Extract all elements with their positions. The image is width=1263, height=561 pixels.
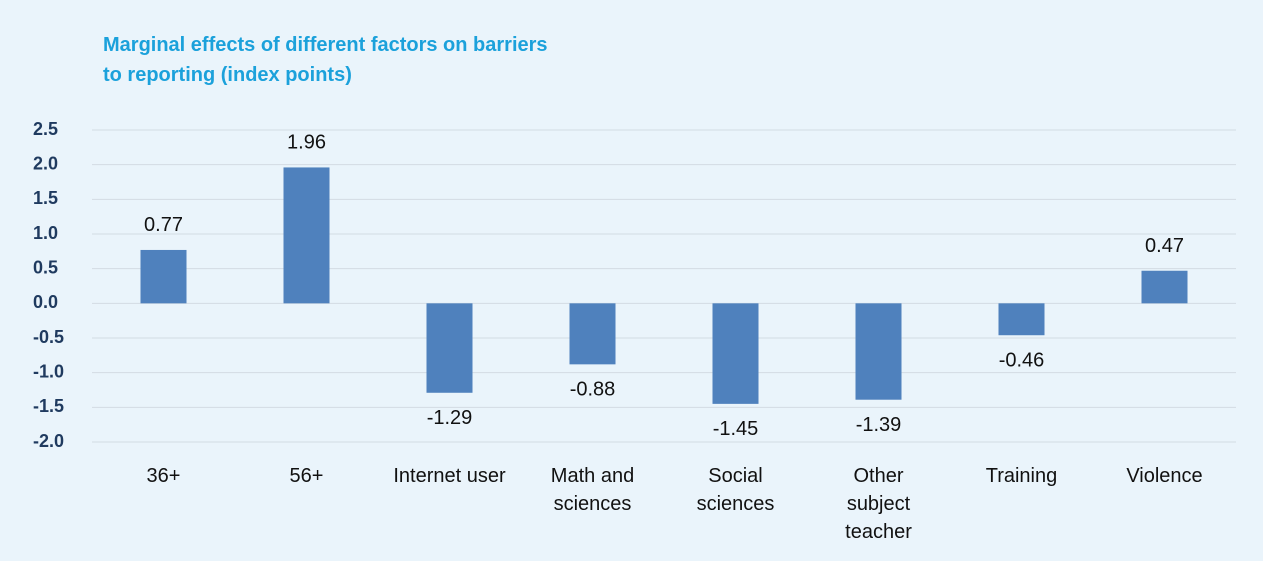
y-tick-label: 1.0	[33, 223, 58, 243]
data-label: -1.29	[427, 407, 473, 429]
data-label: -1.45	[713, 418, 759, 440]
bar	[1141, 270, 1188, 304]
y-tick-label: -1.5	[33, 396, 64, 416]
x-tick-label: Training	[985, 465, 1058, 487]
data-label: 0.77	[144, 214, 183, 236]
bar	[283, 167, 330, 304]
chart-title: Marginal effects of different factors on…	[103, 34, 548, 86]
data-label: -0.46	[999, 350, 1045, 372]
bar	[140, 249, 187, 304]
x-tick-label: 56+	[289, 465, 324, 487]
y-tick-label: 2.5	[33, 119, 58, 139]
data-label: 1.96	[287, 132, 326, 154]
data-label: 0.47	[1145, 235, 1184, 257]
data-label: -1.39	[856, 414, 902, 436]
x-tick-label: Other subject teacher	[845, 465, 912, 543]
y-tick-label: -1.0	[33, 361, 64, 381]
x-tick-label: 36+	[146, 465, 181, 487]
bar	[855, 303, 902, 400]
y-tick-label: 1.5	[33, 188, 58, 208]
x-tick-label: Social sciences	[696, 465, 775, 515]
y-tick-label: 0.0	[33, 292, 58, 312]
y-tick-label: -0.5	[33, 327, 64, 347]
bar	[712, 303, 759, 404]
data-label: -0.88	[570, 379, 616, 401]
y-tick-label: -2.0	[33, 431, 64, 451]
bar	[426, 303, 473, 393]
bar	[998, 303, 1045, 336]
y-tick-label: 0.5	[33, 257, 58, 277]
bar	[569, 303, 616, 365]
y-tick-label: 2.0	[33, 153, 58, 173]
x-tick-label: Violence	[1126, 465, 1203, 487]
x-tick-label: Math and sciences	[550, 465, 635, 515]
x-tick-label: Internet user	[393, 465, 506, 487]
